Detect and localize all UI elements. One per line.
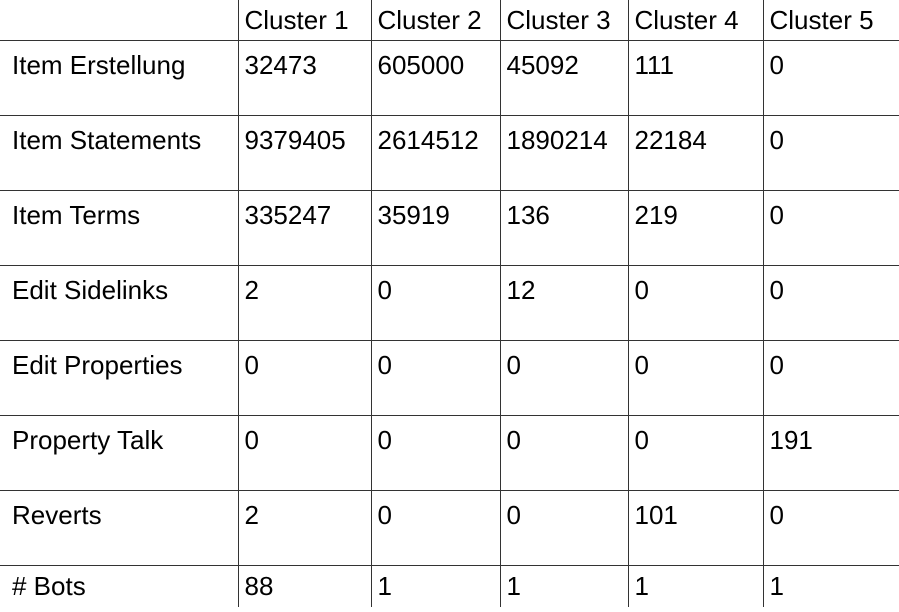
table-cell: 0 (762, 264, 899, 340)
table-cell: 219 (627, 189, 763, 265)
table-cell: 0 (370, 489, 500, 565)
row-label: Edit Properties (0, 339, 238, 415)
column-header-cluster-1: Cluster 1 (237, 0, 371, 40)
table-cell: 0 (370, 339, 500, 415)
table-cell: 0 (762, 489, 899, 565)
table-cell: 0 (370, 264, 500, 340)
table-cell: 0 (499, 414, 628, 490)
table-cell: 335247 (237, 189, 371, 265)
table-cell: 191 (762, 414, 899, 490)
table-row: Property Talk 0 0 0 0 191 (0, 414, 899, 490)
column-header-cluster-4: Cluster 4 (627, 0, 763, 40)
table-cell: 1890214 (499, 114, 628, 190)
table-cell: 0 (762, 189, 899, 265)
table-cell: 0 (762, 114, 899, 190)
table-cell: 111 (627, 39, 763, 115)
table-cell: 605000 (370, 39, 500, 115)
table-cell: 0 (627, 339, 763, 415)
table-row: # Bots 88 1 1 1 1 (0, 564, 899, 607)
table-cell: 101 (627, 489, 763, 565)
table-cell: 1 (627, 564, 763, 607)
row-label: Property Talk (0, 414, 238, 490)
table-cell: 32473 (237, 39, 371, 115)
table-row: Edit Properties 0 0 0 0 0 (0, 339, 899, 415)
table-cell: 0 (499, 489, 628, 565)
table-cell: 22184 (627, 114, 763, 190)
table-cell: 2 (237, 489, 371, 565)
table-cell: 35919 (370, 189, 500, 265)
column-header-cluster-5: Cluster 5 (762, 0, 899, 40)
table-cell: 0 (370, 414, 500, 490)
row-label: Item Erstellung (0, 39, 238, 115)
table-row: Item Erstellung 32473 605000 45092 111 0 (0, 39, 899, 115)
table-cell: 0 (762, 39, 899, 115)
column-header-cluster-3: Cluster 3 (499, 0, 628, 40)
table-cell: 0 (627, 414, 763, 490)
table-cell: 12 (499, 264, 628, 340)
table-cell: 2614512 (370, 114, 500, 190)
table-cell: 45092 (499, 39, 628, 115)
table-cell: 0 (499, 339, 628, 415)
table-cell: 0 (762, 339, 899, 415)
table-cell: 1 (370, 564, 500, 607)
column-header-cluster-2: Cluster 2 (370, 0, 500, 40)
header-corner (0, 0, 238, 40)
table-cell: 0 (237, 414, 371, 490)
table-row: Reverts 2 0 0 101 0 (0, 489, 899, 565)
table-cell: 88 (237, 564, 371, 607)
table-row: Item Statements 9379405 2614512 1890214 … (0, 114, 899, 190)
table-row: Item Terms 335247 35919 136 219 0 (0, 189, 899, 265)
table-cell: 136 (499, 189, 628, 265)
table-cell: 1 (499, 564, 628, 607)
table-cell: 2 (237, 264, 371, 340)
row-label: # Bots (0, 564, 238, 607)
row-label: Item Terms (0, 189, 238, 265)
header-row: Cluster 1 Cluster 2 Cluster 3 Cluster 4 … (0, 0, 899, 40)
table-cell: 0 (237, 339, 371, 415)
table-cell: 1 (762, 564, 899, 607)
table-cell: 0 (627, 264, 763, 340)
row-label: Reverts (0, 489, 238, 565)
row-label: Edit Sidelinks (0, 264, 238, 340)
row-label: Item Statements (0, 114, 238, 190)
table-cell: 9379405 (237, 114, 371, 190)
table-row: Edit Sidelinks 2 0 12 0 0 (0, 264, 899, 340)
